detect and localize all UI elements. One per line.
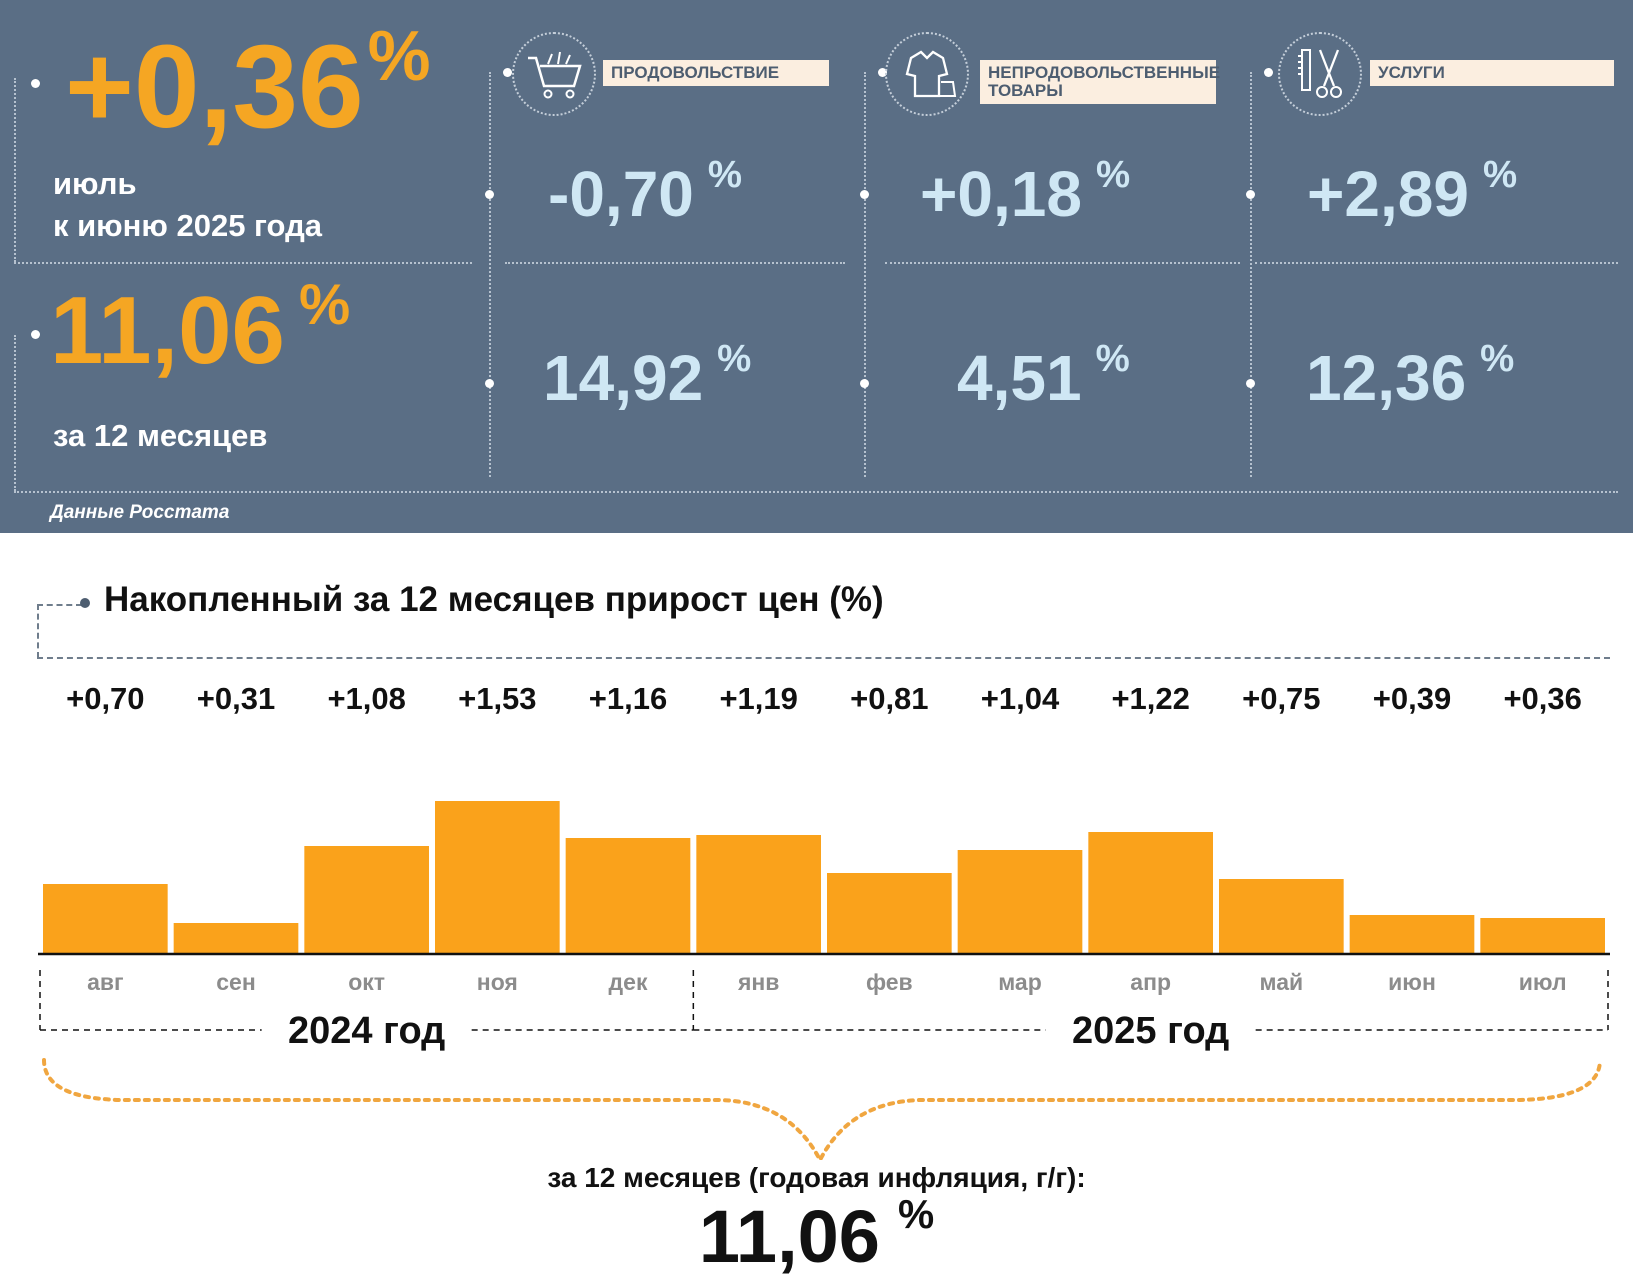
bar-июл — [1480, 918, 1605, 954]
connector-dot — [485, 190, 494, 199]
category-label-services: УСЛУГИ — [1370, 60, 1614, 86]
food-annual-value: 14,92% — [543, 337, 752, 414]
title-connector — [37, 604, 82, 606]
year-label: 2024 год — [288, 1010, 445, 1052]
divider — [1250, 72, 1252, 477]
divider — [14, 78, 16, 262]
bar-апр — [1088, 832, 1213, 954]
bar-ноя — [435, 801, 560, 954]
month-label: фев — [866, 969, 913, 995]
nonfood-annual-value: 4,51% — [957, 337, 1130, 414]
bar-июн — [1349, 915, 1475, 954]
value-label: +0,81 — [850, 681, 928, 716]
shopping-cart-icon — [512, 32, 596, 116]
connector-dot — [1246, 379, 1255, 388]
title-connector — [37, 604, 39, 658]
food-monthly-value: -0,70% — [548, 153, 743, 230]
annual-caption: за 12 месяцев — [53, 418, 268, 453]
bar-мар — [957, 850, 1083, 954]
total-brace — [42, 1058, 1602, 1160]
month-label: июл — [1519, 969, 1567, 995]
services-annual-value: 12,36% — [1306, 337, 1515, 414]
divider — [489, 72, 491, 477]
monthly-caption-line2: к июню 2025 года — [53, 208, 322, 243]
divider — [14, 262, 472, 264]
chart-title: Накопленный за 12 месяцев прирост цен (%… — [104, 580, 884, 619]
divider — [14, 491, 1618, 493]
bar-фев — [827, 873, 952, 954]
month-label: апр — [1130, 969, 1171, 995]
value-label: +1,22 — [1111, 681, 1189, 716]
title-dot — [80, 598, 90, 608]
month-label: сен — [216, 969, 255, 995]
monthly-caption-line1: июль — [53, 166, 137, 201]
connector-dot — [31, 330, 40, 339]
connector-dot — [1264, 68, 1273, 77]
divider — [864, 72, 866, 477]
month-label: мар — [998, 969, 1042, 995]
annual-inflation-value: 11,06% — [50, 273, 351, 384]
bar-сен — [173, 923, 299, 954]
monthly-inflation-chart: +0,70 авг +0,31 сен +1,08 окт +1,53 ноя +1,16 дек… — [38, 681, 1610, 1160]
month-label: окт — [348, 969, 385, 995]
connector-dot — [503, 68, 512, 77]
category-label-food: ПРОДОВОЛЬСТВИЕ — [603, 60, 829, 86]
category-label-nonfood: НЕПРОДОВОЛЬСТВЕННЫЕ ТОВАРЫ — [980, 60, 1220, 104]
month-label: авг — [87, 969, 124, 995]
clothing-icon — [885, 32, 969, 116]
month-label: янв — [737, 969, 779, 995]
connector-dot — [1246, 190, 1255, 199]
divider — [885, 262, 1240, 264]
divider — [1255, 262, 1618, 264]
summary-panel: +0,36% июль к июню 2025 года 11,06% за 1… — [0, 0, 1633, 533]
scissors-comb-icon — [1278, 32, 1362, 116]
divider — [14, 335, 16, 491]
value-label: +0,39 — [1373, 681, 1451, 716]
connector-dot — [31, 79, 40, 88]
bar-янв — [696, 835, 821, 954]
nonfood-monthly-value: +0,18% — [920, 153, 1131, 230]
value-label: +1,08 — [327, 681, 405, 716]
value-label: +1,16 — [589, 681, 667, 716]
data-source: Данные Росстата — [50, 502, 230, 523]
value-label: +0,36 — [1503, 681, 1581, 716]
month-label: июн — [1388, 969, 1436, 995]
divider — [505, 262, 845, 264]
connector-dot — [860, 379, 869, 388]
value-label: +0,75 — [1242, 681, 1320, 716]
total-caption: за 12 месяцев (годовая инфляция, г/г): — [547, 1162, 1086, 1193]
monthly-inflation-value: +0,36% — [65, 17, 431, 153]
bar-окт — [304, 846, 429, 954]
value-label: +0,31 — [197, 681, 275, 716]
connector-dot — [485, 379, 494, 388]
connector-dot — [878, 68, 887, 77]
bar-дек — [565, 838, 691, 954]
value-label: +1,19 — [719, 681, 797, 716]
value-label: +0,70 — [66, 681, 144, 716]
services-monthly-value: +2,89% — [1307, 153, 1518, 230]
bar-авг — [43, 884, 168, 954]
month-label: дек — [609, 969, 648, 995]
title-divider — [37, 657, 1610, 659]
month-label: май — [1260, 969, 1304, 995]
total-value: 11,06% — [698, 1191, 935, 1278]
bar-май — [1219, 879, 1344, 954]
value-label: +1,04 — [981, 681, 1060, 716]
value-label: +1,53 — [458, 681, 536, 716]
month-label: ноя — [477, 969, 518, 995]
connector-dot — [860, 190, 869, 199]
year-label: 2025 год — [1072, 1010, 1229, 1052]
